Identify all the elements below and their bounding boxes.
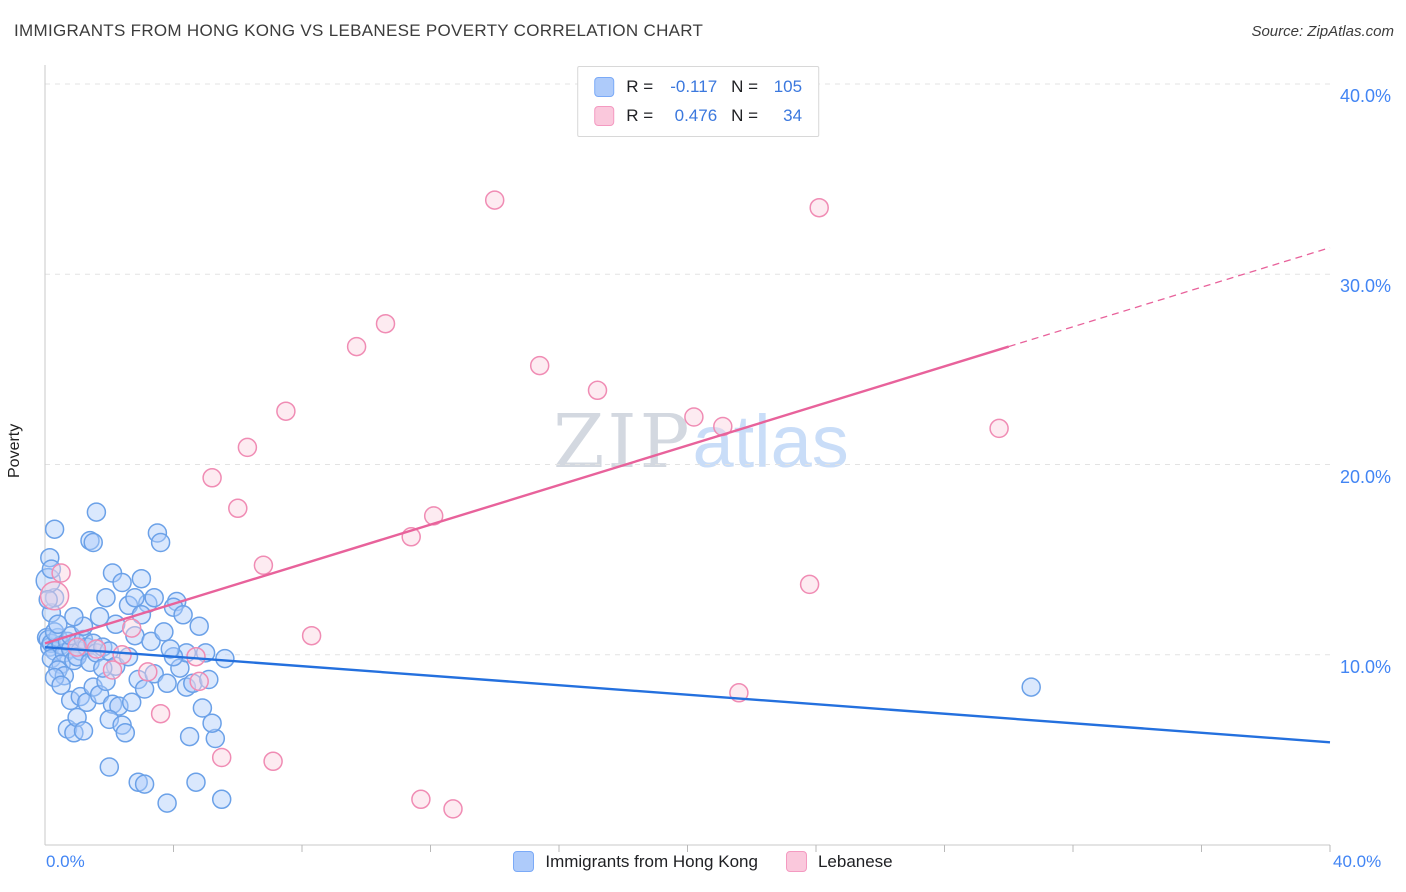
series-legend: Immigrants from Hong Kong Lebanese xyxy=(0,851,1406,872)
n-value-lebanese: 34 xyxy=(783,106,803,125)
hong-kong-legend-swatch xyxy=(513,851,535,872)
legend-item-label: Lebanese xyxy=(817,851,893,871)
legend-item-label: Immigrants from Hong Kong xyxy=(545,851,758,871)
n-label: N = xyxy=(731,77,759,96)
x-axis-max-label: 40.0% xyxy=(1333,852,1382,871)
legend-row-hong-kong: R = -0.117 N = 105 xyxy=(594,77,802,97)
watermark-atlas: atlas xyxy=(692,400,849,483)
n-value-hong-kong: 105 xyxy=(773,77,803,96)
page-title: IMMIGRANTS FROM HONG KONG VS LEBANESE PO… xyxy=(14,21,704,40)
y-tick-label: 30.0% xyxy=(1340,276,1392,297)
hong-kong-swatch xyxy=(594,77,615,97)
legend-item-lebanese[interactable]: Lebanese xyxy=(785,851,893,872)
y-axis-label: Poverty xyxy=(6,423,23,478)
r-label: R = xyxy=(626,77,654,96)
lebanese-legend-swatch xyxy=(785,851,807,872)
legend-row-lebanese: R = 0.476 N = 34 xyxy=(594,106,802,126)
y-tick-label: 20.0% xyxy=(1340,466,1392,487)
x-axis-min-label: 0.0% xyxy=(46,852,85,871)
r-label: R = xyxy=(626,106,654,125)
watermark: ZIPatlas xyxy=(553,405,849,480)
source-label: Source: ZipAtlas.com xyxy=(1251,23,1394,40)
legend-item-hong-kong[interactable]: Immigrants from Hong Kong xyxy=(513,851,758,872)
r-value-lebanese: 0.476 xyxy=(674,106,718,125)
lebanese-swatch xyxy=(594,106,615,126)
y-tick-label: 40.0% xyxy=(1340,86,1392,107)
correlation-legend: R = -0.117 N = 105 R = 0.476 N = 34 xyxy=(577,66,820,137)
y-tick-label: 10.0% xyxy=(1340,656,1392,677)
r-value-hong-kong: -0.117 xyxy=(670,77,718,96)
n-label: N = xyxy=(731,106,759,125)
